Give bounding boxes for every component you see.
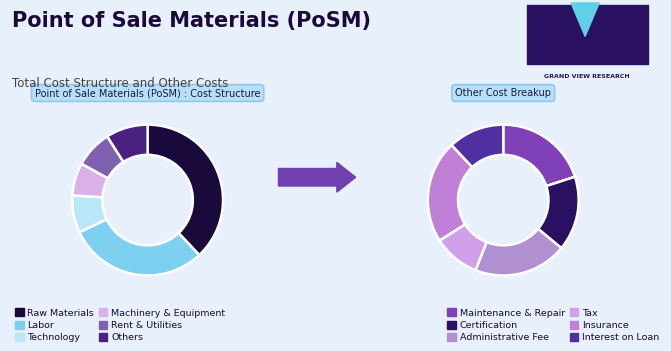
- Wedge shape: [72, 196, 107, 232]
- Text: Total Cost Structure and Other Costs: Total Cost Structure and Other Costs: [12, 77, 228, 90]
- Wedge shape: [440, 224, 486, 270]
- Text: Other Cost Breakup: Other Cost Breakup: [455, 88, 552, 98]
- Legend: Maintenance & Repair, Certification, Administrative Fee, Tax, Insurance, Interes: Maintenance & Repair, Certification, Adm…: [444, 305, 663, 346]
- Wedge shape: [148, 125, 223, 255]
- Wedge shape: [476, 229, 562, 276]
- Text: Point of Sale Materials (PoSM): Point of Sale Materials (PoSM): [12, 11, 371, 31]
- Polygon shape: [571, 3, 599, 37]
- Text: Point of Sale Materials (PoSM) : Cost Structure: Point of Sale Materials (PoSM) : Cost St…: [35, 88, 260, 98]
- Wedge shape: [72, 164, 108, 197]
- Wedge shape: [107, 125, 148, 162]
- Wedge shape: [452, 125, 503, 167]
- Wedge shape: [503, 125, 575, 186]
- Wedge shape: [538, 177, 578, 248]
- Wedge shape: [79, 219, 199, 276]
- Wedge shape: [82, 137, 123, 178]
- Bar: [529, 10, 557, 59]
- Bar: [527, 5, 648, 64]
- Text: GRAND VIEW RESEARCH: GRAND VIEW RESEARCH: [544, 74, 630, 79]
- FancyArrow shape: [278, 162, 356, 192]
- Wedge shape: [428, 145, 472, 240]
